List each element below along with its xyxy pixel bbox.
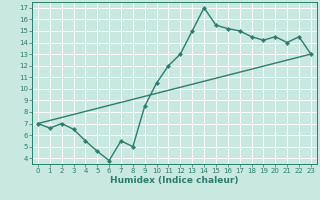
X-axis label: Humidex (Indice chaleur): Humidex (Indice chaleur)	[110, 176, 239, 185]
